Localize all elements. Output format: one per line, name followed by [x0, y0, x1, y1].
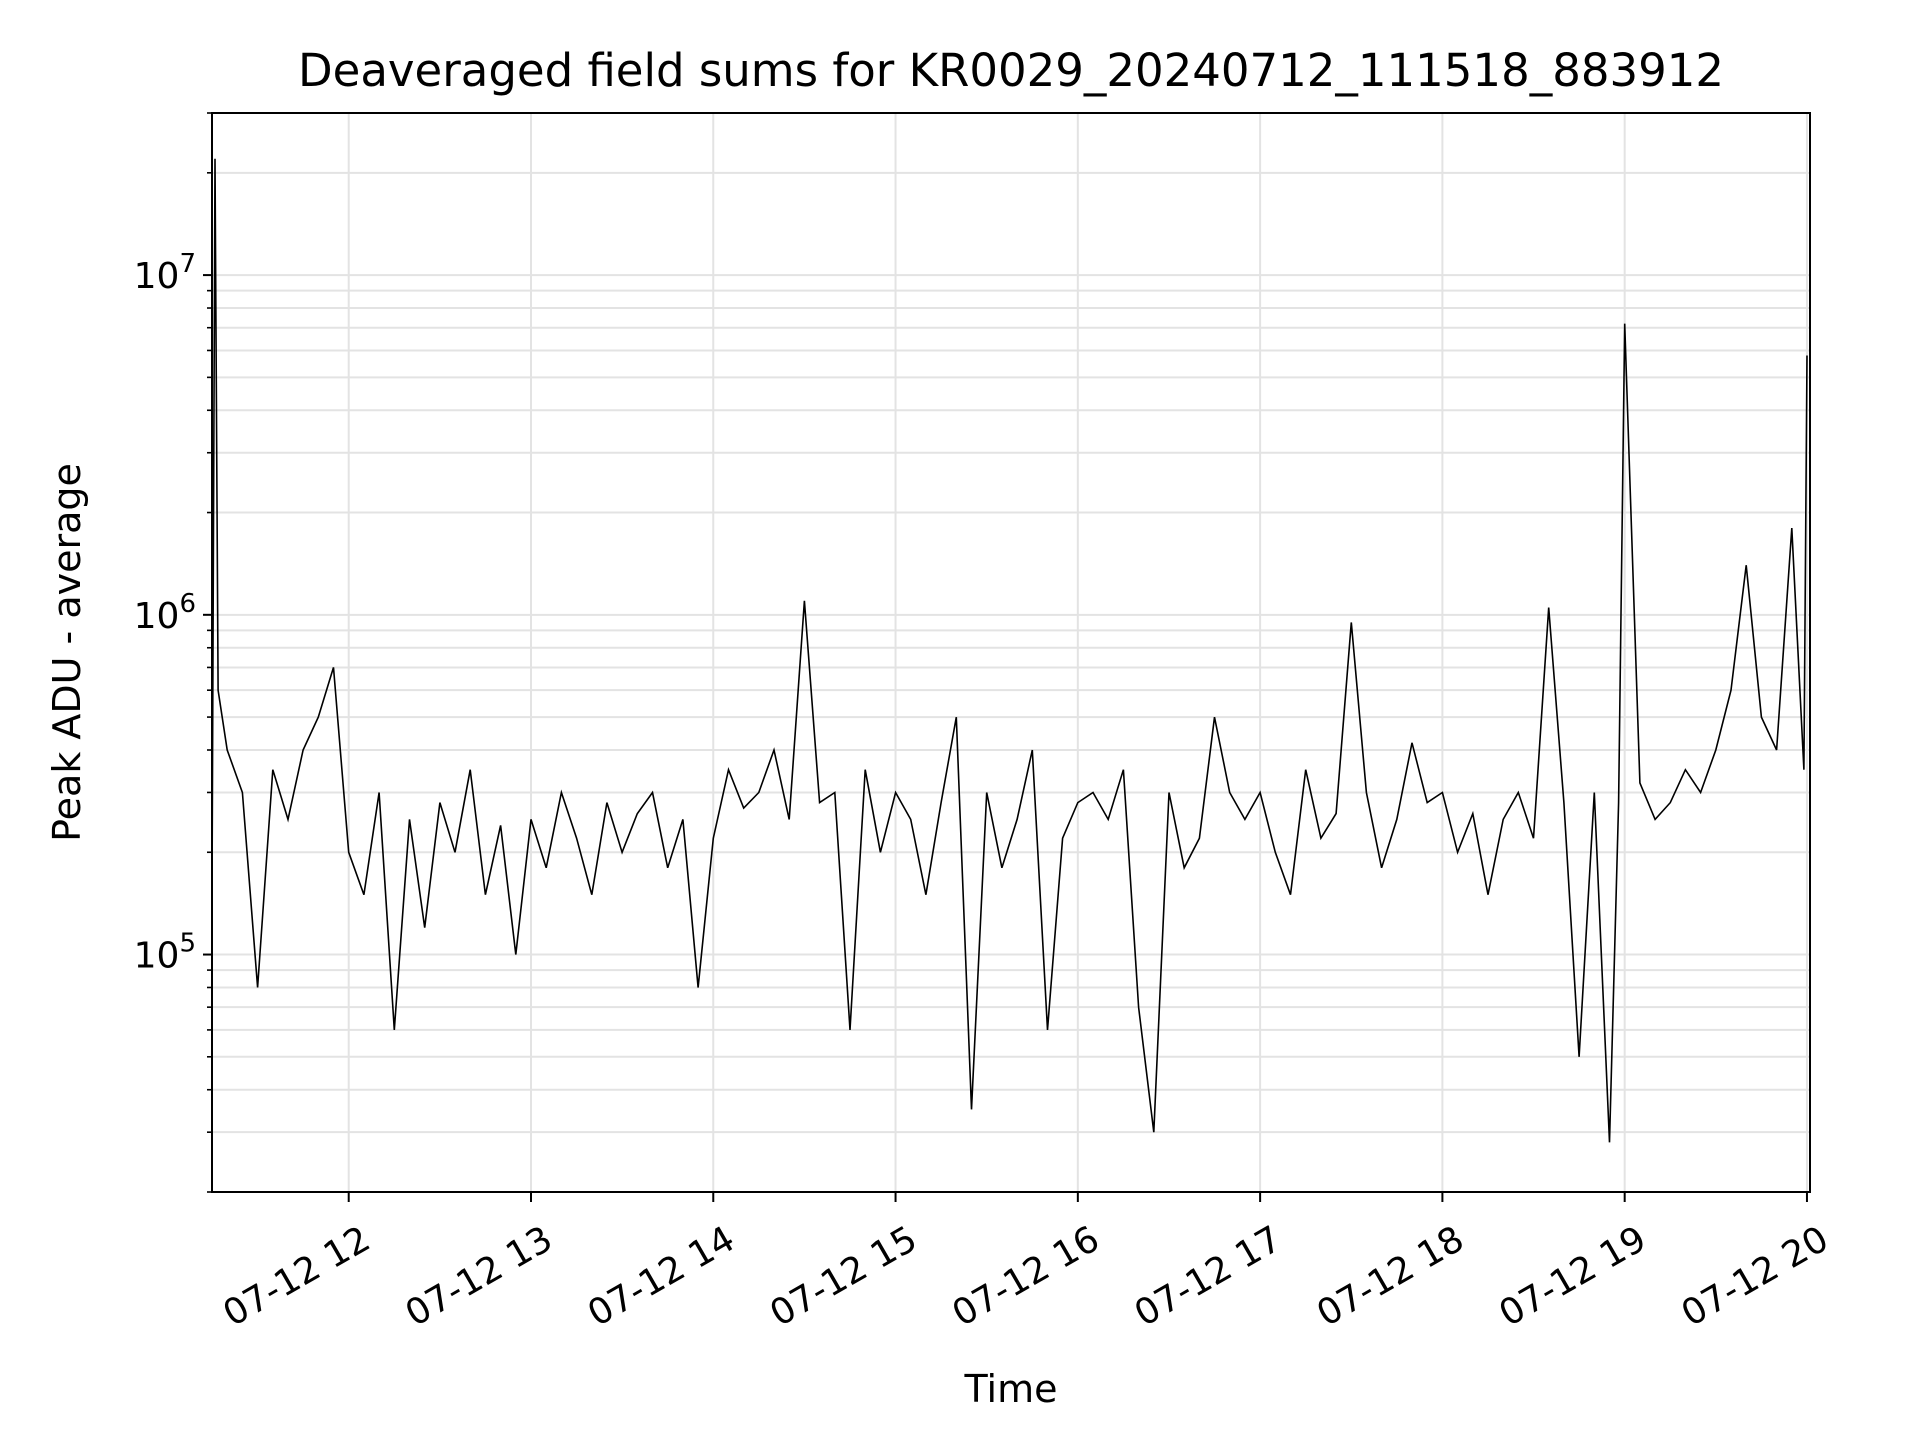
x-tick-label: 07-12 15 — [763, 1219, 924, 1335]
x-axis-label: Time — [964, 1367, 1058, 1411]
plot-frame — [211, 112, 1811, 1193]
x-tick-label: 07-12 17 — [1128, 1219, 1289, 1335]
x-axis: 07-12 12 07-12 13 07-12 14 07-12 15 07-12 16… — [217, 1192, 1836, 1335]
chart-title: Deaveraged field sums for KR0029_2024071… — [298, 44, 1724, 97]
x-tick-label: 07-12 18 — [1310, 1219, 1471, 1335]
x-tick-label: 07-12 14 — [581, 1219, 742, 1335]
y-tick-label: 107 — [134, 249, 196, 297]
y-axis-label: Peak ADU - average — [45, 463, 89, 842]
y-axis: 105 106 107 — [134, 112, 212, 1193]
x-tick-label: 07-12 13 — [399, 1219, 560, 1335]
series-line-group — [211, 158, 1808, 1143]
x-tick-label: 07-12 16 — [946, 1219, 1107, 1335]
x-tick-label: 07-12 20 — [1675, 1219, 1836, 1335]
series-line — [211, 158, 1808, 1143]
x-tick-label: 07-12 19 — [1493, 1219, 1654, 1335]
y-tick-label: 105 — [134, 929, 196, 977]
grid-lines — [212, 112, 1810, 1193]
y-tick-label: 106 — [134, 589, 196, 637]
x-tick-label: 07-12 12 — [217, 1219, 378, 1335]
